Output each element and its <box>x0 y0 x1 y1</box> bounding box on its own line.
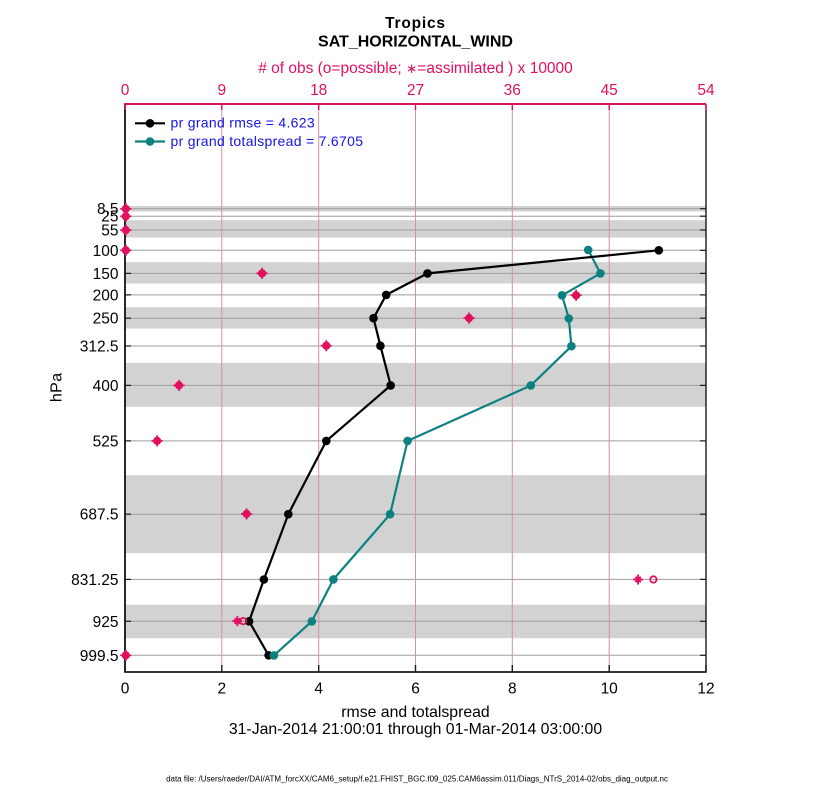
svg-text:27: 27 <box>407 82 424 99</box>
svg-text:100: 100 <box>93 243 119 260</box>
svg-text:hPa: hPa <box>49 372 66 402</box>
svg-text:data file: /Users/raeder/DAI/A: data file: /Users/raeder/DAI/ATM_forcXX/… <box>166 775 668 784</box>
svg-text:8: 8 <box>508 680 517 697</box>
svg-text:687.5: 687.5 <box>80 507 119 524</box>
svg-text:925: 925 <box>93 614 119 631</box>
svg-text:250: 250 <box>93 311 119 328</box>
svg-text:rmse and totalspread: rmse and totalspread <box>341 704 489 721</box>
svg-text:831.25: 831.25 <box>71 572 118 589</box>
svg-text:pr grand totalspread = 7.6705: pr grand totalspread = 7.6705 <box>171 133 364 149</box>
svg-text:25: 25 <box>101 209 118 226</box>
svg-text:525: 525 <box>93 433 119 450</box>
svg-text:999.5: 999.5 <box>80 648 119 665</box>
svg-text:10: 10 <box>601 680 619 697</box>
svg-text:36: 36 <box>504 82 521 99</box>
svg-text:# of obs (o=possible; ∗=assimi: # of obs (o=possible; ∗=assimilated ) x … <box>258 60 573 77</box>
svg-text:45: 45 <box>601 82 618 99</box>
svg-text:150: 150 <box>93 266 119 283</box>
svg-text:0: 0 <box>121 680 130 697</box>
svg-text:31-Jan-2014 21:00:01 through 0: 31-Jan-2014 21:00:01 through 01-Mar-2014… <box>229 721 602 738</box>
svg-text:12: 12 <box>697 680 714 697</box>
svg-text:18: 18 <box>310 82 327 99</box>
svg-text:312.5: 312.5 <box>80 339 119 356</box>
svg-text:55: 55 <box>101 223 118 240</box>
svg-text:400: 400 <box>93 378 119 395</box>
svg-text:pr grand rmse = 4.623: pr grand rmse = 4.623 <box>171 115 315 131</box>
svg-text:8.5: 8.5 <box>97 201 119 218</box>
svg-text:9: 9 <box>217 82 226 99</box>
svg-text:0: 0 <box>121 82 130 99</box>
svg-text:6: 6 <box>411 680 420 697</box>
svg-text:54: 54 <box>697 82 715 99</box>
svg-text:200: 200 <box>93 287 119 304</box>
svg-text:Tropics: Tropics <box>385 15 446 32</box>
svg-text:4: 4 <box>314 680 323 697</box>
svg-text:2: 2 <box>217 680 226 697</box>
svg-text:SAT_HORIZONTAL_WIND: SAT_HORIZONTAL_WIND <box>318 34 513 51</box>
